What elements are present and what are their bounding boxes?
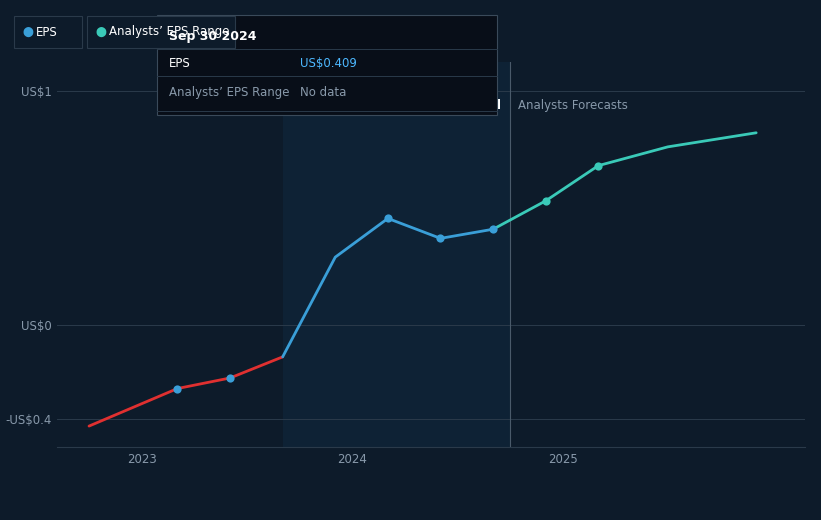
Text: Analysts’ EPS Range: Analysts’ EPS Range	[169, 86, 290, 99]
Text: ⬤: ⬤	[22, 27, 33, 37]
Text: Analysts Forecasts: Analysts Forecasts	[518, 99, 628, 112]
Point	[592, 162, 605, 170]
Point	[539, 197, 553, 205]
Text: US$0.409: US$0.409	[300, 57, 356, 70]
Text: Sep 30 2024: Sep 30 2024	[169, 30, 256, 43]
Point	[381, 214, 394, 223]
Text: No data: No data	[300, 86, 346, 99]
Text: EPS: EPS	[169, 57, 190, 70]
Text: Analysts’ EPS Range: Analysts’ EPS Range	[109, 25, 230, 38]
Text: EPS: EPS	[36, 25, 57, 38]
Bar	[282, 62, 510, 447]
Text: Actual: Actual	[460, 99, 502, 112]
Point	[223, 374, 236, 382]
Point	[434, 234, 447, 242]
Point	[171, 384, 184, 393]
Text: ⬤: ⬤	[95, 27, 106, 37]
Point	[487, 225, 500, 233]
